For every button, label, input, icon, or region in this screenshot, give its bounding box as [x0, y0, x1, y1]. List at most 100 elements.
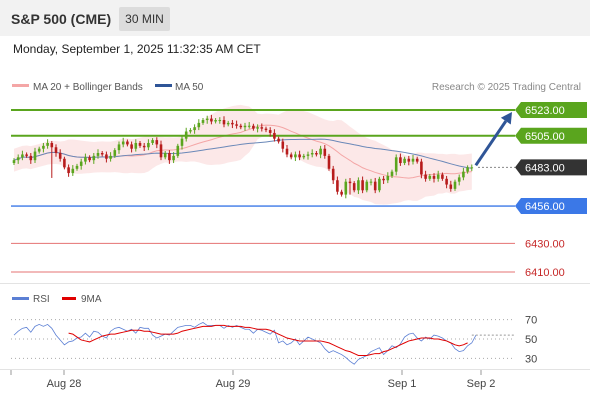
candle-body: [29, 155, 33, 161]
candle-body: [226, 122, 230, 125]
candle-body: [394, 157, 398, 172]
candle-body: [432, 175, 436, 179]
axis-divider: [0, 369, 590, 370]
candle-body: [344, 181, 348, 195]
candle-body: [117, 144, 121, 151]
candle-body: [21, 154, 24, 158]
ma50-legend-label: MA 50: [175, 82, 204, 93]
candle-body: [411, 158, 415, 162]
candle-body: [264, 128, 268, 131]
candle-body: [420, 161, 423, 175]
level-lines-layer: 6523.00 6505.00 6483.00 6456.00 6430.00 6410.…: [11, 102, 587, 279]
candle-body: [319, 148, 322, 155]
candle-body: [25, 154, 28, 156]
candle-body: [121, 141, 125, 145]
candle-body: [289, 154, 293, 158]
candle-body: [222, 120, 226, 125]
candle-body: [294, 154, 297, 158]
candle-body: [378, 178, 381, 191]
candle-body: [285, 148, 289, 155]
candle-body: [168, 153, 171, 161]
projection-arrow-head: [500, 112, 512, 125]
target-price-label: 6410.00: [525, 267, 565, 279]
candle-body: [457, 177, 461, 182]
candle-body: [436, 174, 440, 179]
candle-body: [218, 120, 222, 122]
last-price-tag: [515, 159, 587, 176]
rsi-legend: RSI 9MA: [12, 294, 102, 305]
timeframe-button[interactable]: 30 MIN: [119, 7, 170, 31]
rsi-panel: 70 50 30: [11, 315, 537, 365]
rsi-tick-label: 30: [525, 353, 537, 365]
ma20-legend-label: MA 20 + Bollinger Bands: [33, 82, 143, 93]
resistance-price-label: 6523.00: [525, 105, 565, 117]
candle-body: [441, 174, 444, 179]
candle-body: [466, 167, 469, 172]
candle-body: [163, 153, 167, 158]
candle-body: [92, 155, 96, 161]
chart-legend: MA 20 + Bollinger Bands MA 50 Research ©…: [12, 82, 581, 93]
candle-body: [243, 125, 247, 128]
candle-body: [348, 181, 352, 184]
candle-body: [252, 125, 255, 129]
candles-layer: [12, 114, 474, 199]
candle-body: [79, 161, 83, 166]
rsi-ma-line: [68, 324, 468, 357]
candle-body: [428, 175, 432, 179]
candle-body: [130, 144, 133, 149]
candle-body: [75, 165, 79, 169]
resistance-price-tag: [515, 127, 587, 144]
bollinger-band-layer: [14, 104, 472, 205]
x-axis: Aug 28 Aug 29 Sep 1 Sep 2: [10, 370, 495, 390]
candle-body: [365, 181, 369, 191]
candle-body: [390, 171, 394, 176]
candle-body: [256, 127, 259, 129]
candle-body: [50, 142, 54, 148]
projection-arrow-shaft: [474, 120, 508, 167]
candle-body: [155, 140, 159, 145]
support-price-label: 6456.00: [525, 201, 565, 213]
candle-body: [63, 158, 66, 168]
candle-body: [54, 147, 58, 154]
candle-body: [386, 175, 390, 181]
candle-body: [315, 153, 318, 155]
rsi-legend-label: RSI: [33, 294, 50, 305]
candle-body: [84, 157, 87, 162]
rsi-ma-legend-label: 9MA: [81, 294, 102, 305]
research-credit: Research © 2025 Trading Central: [432, 82, 581, 93]
candle-body: [42, 145, 45, 149]
candle-body: [310, 153, 314, 155]
candle-body: [268, 130, 272, 133]
candle-body: [281, 141, 285, 149]
candle-body: [37, 148, 41, 152]
candle-body: [134, 142, 138, 149]
instrument-title: S&P 500 (CME): [11, 11, 112, 27]
candle-body: [138, 142, 142, 146]
candle-body: [33, 151, 37, 161]
candle-body: [58, 153, 62, 159]
panel-divider: [0, 283, 590, 284]
x-tick-label: Aug 28: [47, 378, 82, 390]
candle-body: [214, 120, 217, 122]
chart-header: S&P 500 (CME) 30 MIN: [0, 0, 590, 36]
candle-body: [71, 168, 75, 174]
candle-body: [306, 154, 310, 156]
rsi-tick-label: 70: [525, 315, 537, 327]
last-price-label: 6483.00: [525, 162, 565, 174]
candle-body: [277, 138, 280, 142]
candle-body: [12, 160, 16, 164]
x-tick-label: Aug 29: [216, 378, 251, 390]
candle-body: [331, 168, 335, 181]
candle-body: [369, 181, 373, 183]
candle-body: [449, 184, 453, 189]
timestamp: Monday, September 1, 2025 11:32:35 AM CE…: [13, 42, 261, 56]
support-price-tag: [515, 198, 587, 215]
candle-body: [205, 118, 209, 121]
candle-body: [151, 140, 154, 143]
candle-body: [172, 155, 175, 161]
candle-body: [260, 127, 264, 129]
ma20-legend-swatch: [12, 84, 29, 87]
candle-body: [197, 122, 201, 128]
resistance-price-tag: [515, 102, 587, 118]
candle-body: [470, 167, 474, 169]
